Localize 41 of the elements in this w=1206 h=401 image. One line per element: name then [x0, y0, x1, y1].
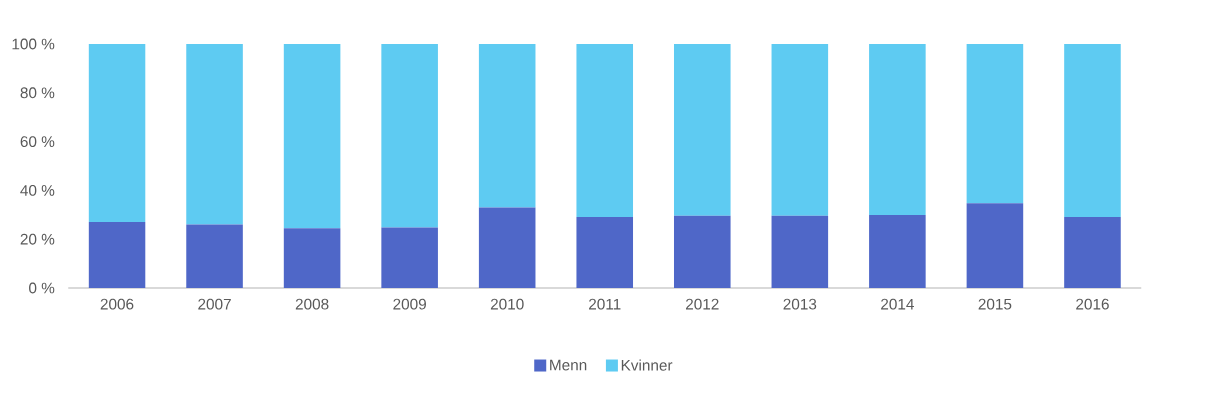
x-tick-label: 2008 — [295, 298, 329, 310]
bar — [1064, 44, 1121, 217]
bar — [576, 44, 634, 217]
bar — [283, 44, 341, 229]
bar — [869, 44, 926, 216]
legend-label: Kvinner — [621, 359, 673, 371]
bar — [576, 217, 634, 288]
bar — [186, 44, 243, 225]
y-tick-label: 0 % — [29, 282, 55, 294]
y-tick-label: 60 % — [20, 136, 55, 148]
bar — [478, 207, 536, 288]
x-tick-label: 2009 — [393, 298, 426, 310]
bar — [1064, 217, 1121, 288]
bar — [966, 44, 1024, 204]
legend-label: Menn — [550, 359, 587, 371]
x-tick-label: 2013 — [783, 298, 817, 310]
bar — [88, 44, 146, 222]
x-tick-label: 2010 — [490, 298, 524, 310]
y-tick-label: 20 % — [20, 233, 55, 245]
bar — [966, 203, 1024, 288]
bar — [478, 44, 536, 208]
bar — [869, 215, 926, 288]
bar — [381, 227, 438, 288]
x-tick-label: 2016 — [1076, 298, 1109, 310]
x-tick-label: 2015 — [978, 298, 1012, 310]
y-tick-label: 40 % — [20, 184, 55, 196]
x-tick-label: 2007 — [198, 298, 231, 310]
x-tick-label: 2012 — [686, 298, 719, 310]
y-tick-label: 100 % — [12, 38, 55, 50]
bar — [186, 224, 243, 288]
x-tick-label: 2006 — [100, 298, 134, 310]
x-tick-label: 2011 — [589, 298, 621, 310]
bar — [88, 221, 146, 288]
bar — [673, 44, 731, 216]
bar — [283, 228, 341, 288]
y-tick-label: 80 % — [20, 87, 55, 99]
bar — [673, 215, 731, 288]
x-tick-label: 2014 — [881, 298, 914, 310]
bar — [381, 44, 438, 228]
bar — [771, 44, 829, 216]
bar — [771, 215, 829, 288]
